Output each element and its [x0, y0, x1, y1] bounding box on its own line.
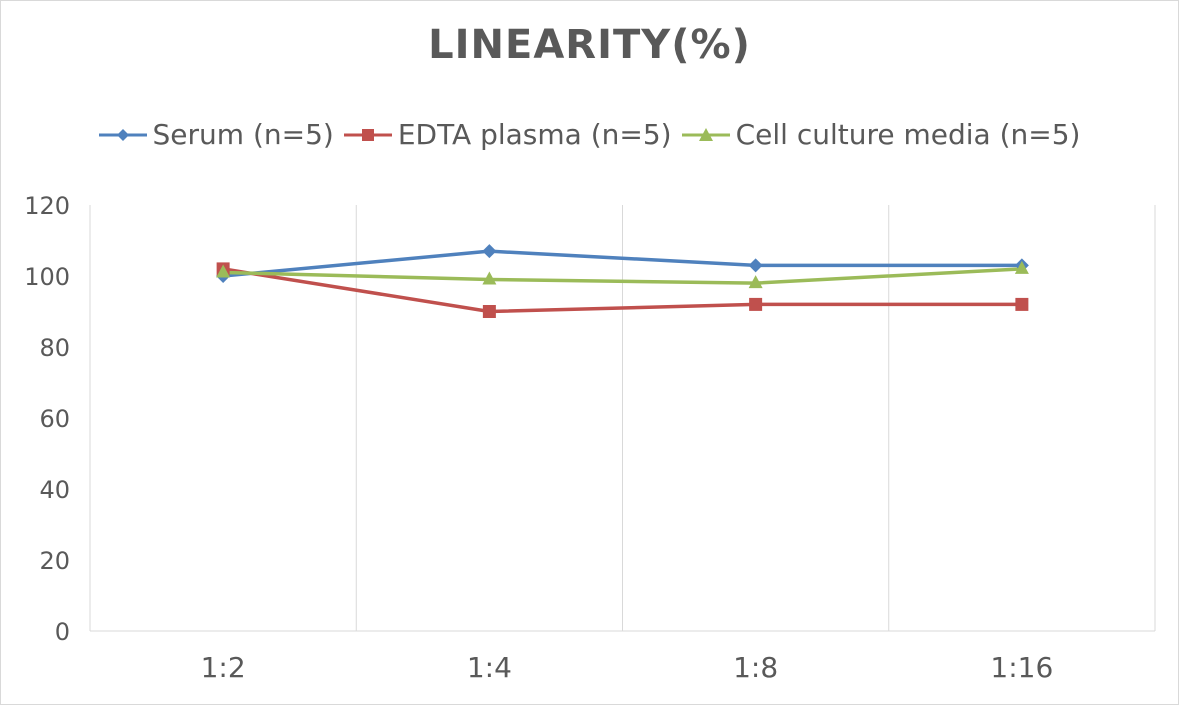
- legend-label-serum: Serum (n=5): [152, 118, 334, 151]
- legend-item-serum: Serum (n=5): [98, 118, 334, 151]
- y-tick-label: 60: [39, 405, 70, 433]
- data-point: [482, 244, 497, 259]
- series-line: [222, 267, 1022, 314]
- series-line: [223, 267, 1022, 285]
- x-tick-label: 1:4: [467, 651, 512, 684]
- chart-title: LINEARITY(%): [428, 22, 751, 68]
- y-tick-label: 0: [55, 618, 70, 646]
- y-tick-label: 20: [39, 547, 70, 575]
- legend-item-edta-plasma: EDTA plasma (n=5): [343, 118, 672, 151]
- series-line: [222, 249, 1022, 278]
- legend-label-edta-plasma: EDTA plasma (n=5): [397, 118, 672, 151]
- data-point: [748, 258, 763, 273]
- y-tick-label: 80: [39, 334, 70, 362]
- data-point: [482, 305, 496, 318]
- data-point: [1014, 260, 1029, 274]
- chart-legend: Serum (n=5) EDTA plasma (n=5) Cell cultu…: [0, 118, 1179, 151]
- x-tick-label: 1:2: [201, 651, 246, 684]
- x-tick-label: 1:8: [733, 651, 778, 684]
- data-point: [748, 275, 763, 289]
- x-tick-label: 1:16: [990, 651, 1053, 684]
- y-tick-label: 100: [24, 263, 70, 291]
- legend-item-cell-culture-media: Cell culture media (n=5): [681, 118, 1081, 151]
- legend-swatch-edta-plasma: [343, 128, 392, 141]
- data-point: [482, 271, 497, 285]
- legend-label-cell-culture-media: Cell culture media (n=5): [735, 118, 1081, 151]
- y-tick-label: 120: [24, 192, 70, 220]
- y-tick-label: 40: [39, 476, 70, 504]
- legend-swatch-serum: [98, 128, 147, 141]
- legend-swatch-cell-culture-media: [681, 127, 730, 141]
- data-point: [1015, 297, 1029, 311]
- data-point: [216, 264, 231, 278]
- data-point: [749, 297, 763, 311]
